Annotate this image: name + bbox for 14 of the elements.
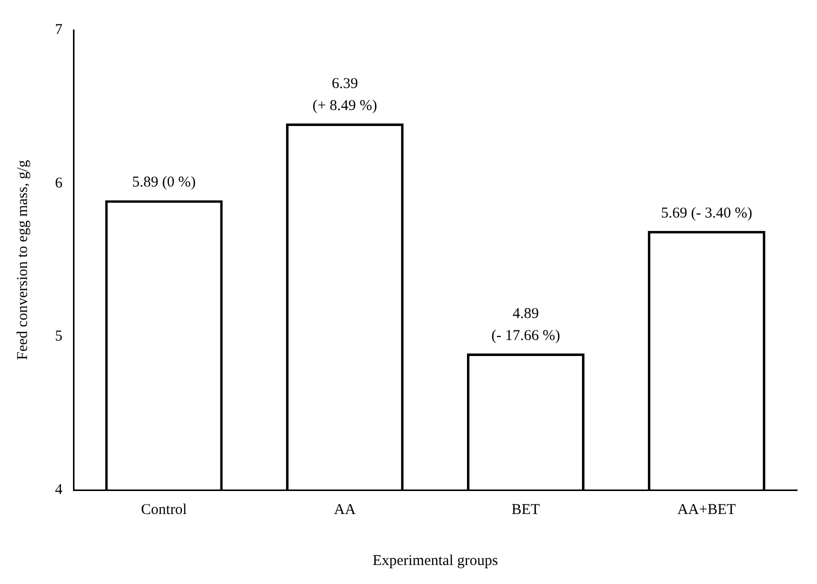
y-tick-label: 6 — [55, 175, 63, 192]
data-label: 5.69 (- 3.40 %) — [660, 205, 752, 222]
x-tick-label: BET — [512, 502, 540, 518]
data-label: 6.39 (+ 8.49 %) — [312, 76, 378, 114]
data-label: 5.89 (0 %) — [132, 174, 196, 191]
x-tick-label: Control — [141, 502, 187, 518]
x-tick-label: AA+BET — [677, 502, 736, 518]
y-tick-label: 4 — [55, 482, 63, 498]
y-axis-title: Feed conversion to egg mass, g/g — [14, 160, 31, 360]
x-axis-title: Experimental groups — [372, 552, 498, 569]
x-tick-label: AA — [334, 502, 356, 518]
y-tick-label: 7 — [55, 22, 63, 38]
y-tick-label: 5 — [55, 328, 62, 345]
data-label: 4.89 (- 17.66 %) — [491, 306, 560, 344]
